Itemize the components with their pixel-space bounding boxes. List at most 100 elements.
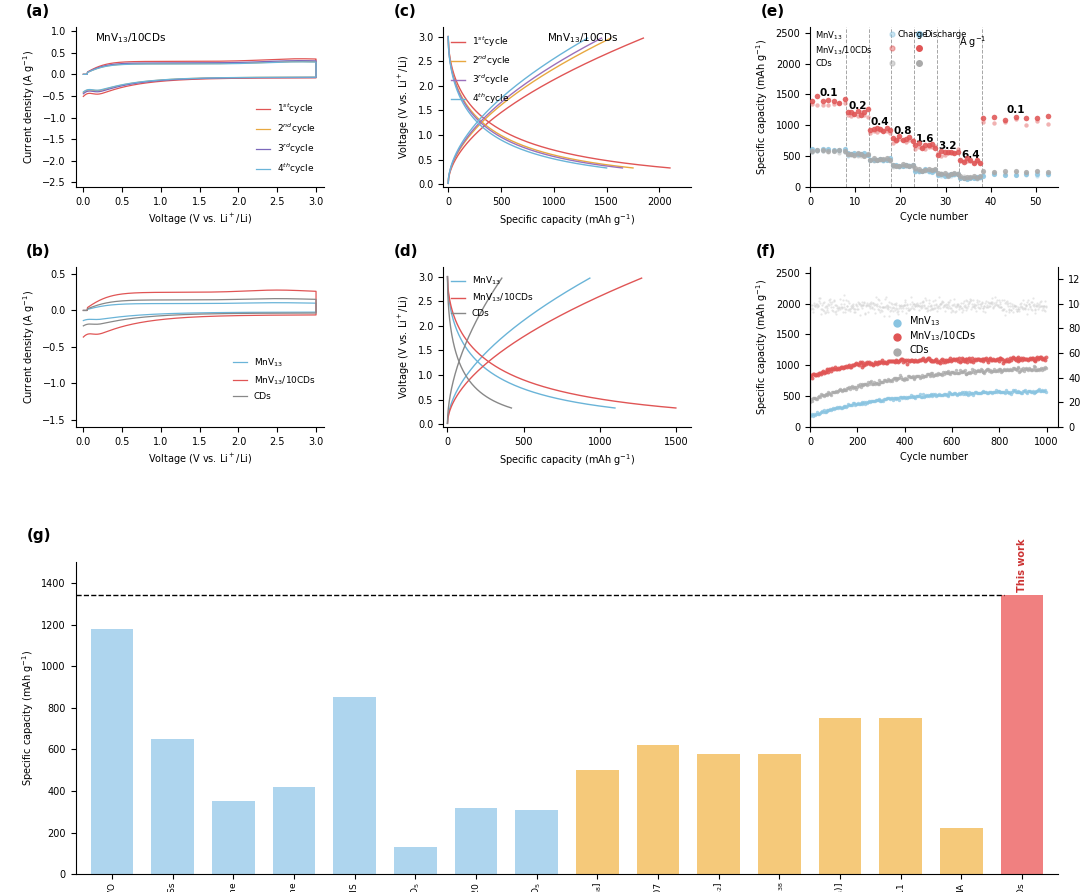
Point bbox=[806, 407, 823, 421]
Point bbox=[811, 366, 828, 380]
Point bbox=[936, 365, 954, 379]
Point bbox=[929, 388, 946, 402]
Point bbox=[885, 131, 902, 145]
Point bbox=[983, 353, 1000, 368]
Point bbox=[1020, 384, 1037, 398]
Point bbox=[847, 357, 864, 371]
Point bbox=[877, 374, 894, 388]
Point bbox=[812, 302, 829, 317]
Point bbox=[918, 367, 935, 381]
Point bbox=[932, 388, 949, 402]
Point bbox=[876, 392, 893, 406]
Point bbox=[820, 145, 837, 160]
Point bbox=[941, 367, 958, 381]
Point bbox=[1031, 350, 1049, 364]
MnV$_{13}$ bbox=[179, 308, 192, 318]
Point bbox=[989, 298, 1007, 312]
Point bbox=[900, 368, 917, 383]
Point bbox=[919, 387, 936, 401]
Point bbox=[960, 385, 977, 400]
Point bbox=[814, 144, 832, 158]
Point bbox=[1034, 352, 1051, 367]
4$^{th}$cycle bbox=[266, 57, 279, 68]
Point bbox=[908, 369, 926, 384]
2$^{nd}$cycle bbox=[124, 59, 137, 70]
Point bbox=[1017, 299, 1035, 313]
Bar bbox=[212, 801, 255, 874]
Point bbox=[846, 107, 863, 121]
Point bbox=[991, 363, 1009, 377]
Point bbox=[874, 353, 891, 368]
Point bbox=[960, 351, 977, 366]
Point bbox=[874, 392, 891, 407]
Point bbox=[851, 308, 868, 322]
4$^{th}$cycle bbox=[222, 72, 235, 83]
Point bbox=[1002, 302, 1020, 317]
Point bbox=[995, 301, 1012, 316]
Point bbox=[962, 169, 980, 184]
Point bbox=[939, 367, 956, 381]
Point bbox=[941, 352, 958, 367]
Point bbox=[861, 299, 878, 313]
Point bbox=[847, 397, 864, 411]
Point bbox=[862, 153, 879, 167]
Point bbox=[1023, 351, 1040, 366]
Point bbox=[984, 363, 1001, 377]
Point bbox=[1001, 351, 1018, 366]
MnV$_{13}$ bbox=[77, 315, 90, 326]
Point bbox=[824, 385, 841, 400]
Point bbox=[877, 356, 894, 370]
Point bbox=[882, 391, 900, 405]
Point bbox=[816, 405, 834, 419]
Point bbox=[996, 301, 1013, 316]
Point bbox=[969, 153, 986, 167]
Point bbox=[932, 353, 949, 368]
Point bbox=[920, 138, 937, 153]
Text: This work: This work bbox=[1017, 539, 1027, 592]
Point bbox=[978, 352, 996, 367]
Point bbox=[933, 149, 950, 163]
Point bbox=[913, 370, 930, 384]
Point bbox=[1029, 301, 1047, 316]
1$^{st}$cycle bbox=[77, 91, 90, 102]
Point bbox=[950, 386, 968, 401]
Point bbox=[880, 300, 897, 314]
Point bbox=[888, 371, 905, 385]
Point bbox=[804, 393, 821, 408]
Point bbox=[917, 301, 934, 315]
Point bbox=[927, 162, 944, 177]
Point bbox=[996, 164, 1013, 178]
Point bbox=[966, 169, 983, 184]
Point bbox=[1014, 384, 1031, 399]
Point bbox=[885, 160, 902, 174]
Point bbox=[980, 385, 997, 400]
Point bbox=[991, 351, 1009, 366]
Point bbox=[822, 387, 839, 401]
Point bbox=[968, 364, 985, 378]
Point bbox=[923, 366, 941, 380]
Point bbox=[820, 296, 837, 310]
Point bbox=[855, 296, 873, 310]
Text: (f): (f) bbox=[756, 244, 777, 259]
Point bbox=[804, 371, 821, 385]
Point bbox=[940, 169, 957, 183]
Point bbox=[996, 113, 1013, 128]
Point bbox=[1026, 354, 1043, 368]
Point bbox=[930, 290, 947, 304]
Point bbox=[927, 301, 944, 316]
Point bbox=[833, 297, 850, 311]
Point bbox=[823, 364, 840, 378]
Point bbox=[974, 304, 991, 318]
4$^{th}$cycle bbox=[77, 87, 90, 97]
Bar bbox=[698, 754, 740, 874]
Point bbox=[985, 300, 1002, 314]
Point bbox=[846, 305, 863, 319]
Point bbox=[820, 402, 837, 417]
Point bbox=[942, 301, 959, 316]
Point bbox=[933, 352, 950, 367]
Point bbox=[900, 390, 917, 404]
Point bbox=[1003, 299, 1021, 313]
Point bbox=[999, 352, 1016, 367]
Point bbox=[1024, 362, 1041, 376]
Point bbox=[1017, 361, 1035, 376]
